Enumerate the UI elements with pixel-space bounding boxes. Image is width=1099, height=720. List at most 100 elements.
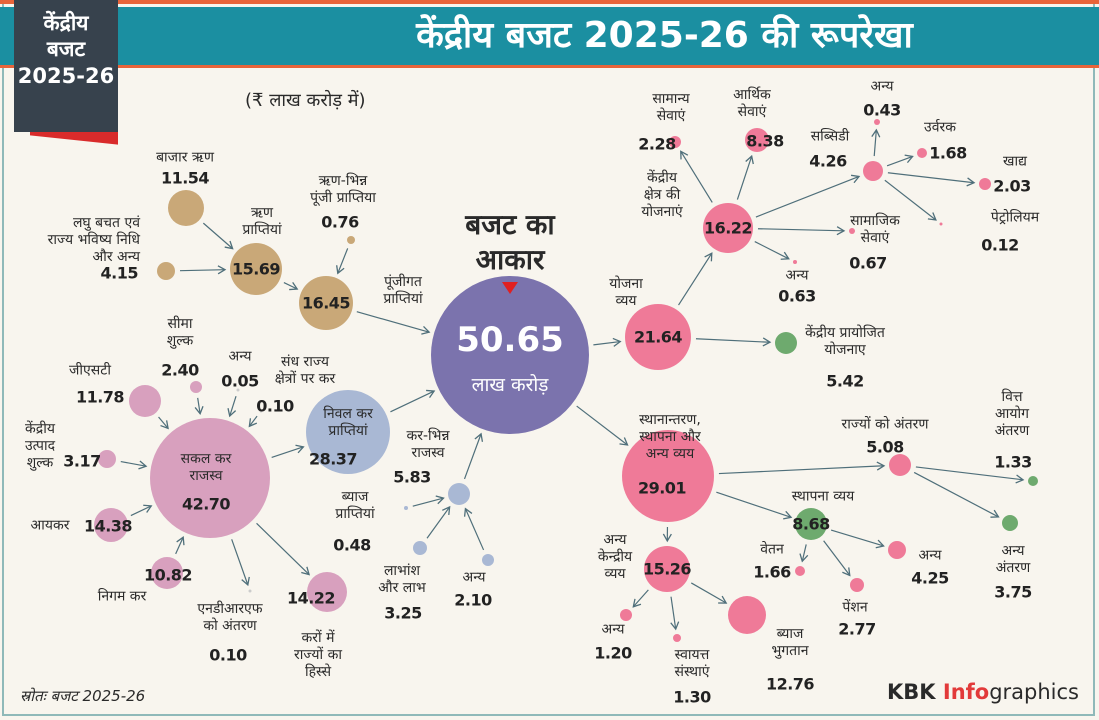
brand-part: Info xyxy=(942,680,990,704)
label-income: आयकर xyxy=(30,517,70,534)
value-salary: 1.66 xyxy=(753,562,791,582)
value-oth425: 4.25 xyxy=(911,568,949,588)
value-transfer: 29.01 xyxy=(637,478,687,498)
label-savings: लघु बचत एवं राज्य भविष्य निधि और अन्य xyxy=(47,214,140,265)
value-oth210: 2.10 xyxy=(454,590,492,610)
value-interest: 12.76 xyxy=(765,674,815,694)
label-fc: वित्त आयोग अंतरण xyxy=(994,388,1030,439)
bubble-auto xyxy=(673,634,681,642)
label-gross: सकल कर राजस्व xyxy=(180,451,232,484)
arrow-intrec-to-nontax xyxy=(412,495,445,507)
arrow-gross-to-share xyxy=(256,522,311,576)
label-oth063: अन्य xyxy=(785,267,809,284)
label-ndrf: एनडीआरएफ को अंतरण xyxy=(197,601,263,634)
arrow-subsidy-to-oth043 xyxy=(871,128,881,157)
bubble-market xyxy=(168,190,204,226)
arrow-divid-to-nontax xyxy=(426,505,451,539)
arrow-noncap-to-capital xyxy=(336,248,349,275)
arrow-central-to-oth063 xyxy=(754,241,790,260)
bubble-excise xyxy=(98,450,116,468)
bubble-divid xyxy=(413,541,427,555)
value-food: 2.03 xyxy=(993,176,1031,196)
bubble-social xyxy=(849,228,855,234)
label-gen: सामान्य सेवाएं xyxy=(652,91,690,124)
bubble-petrol xyxy=(939,222,943,226)
arrow-othcent-to-auto xyxy=(670,596,680,631)
arrow-net-to-budget xyxy=(390,389,436,413)
arrow-plan-to-css xyxy=(695,337,772,347)
budget-badge: केंद्रीय बजट 2025-26 xyxy=(14,0,118,132)
bubble-plan xyxy=(625,304,691,370)
arrow-central-to-econ xyxy=(736,154,754,200)
label-petrol: पेट्रोलियम xyxy=(990,209,1040,226)
arrow-market-to-debt xyxy=(202,222,234,250)
bubble-net xyxy=(306,390,390,474)
value-estab: 8.68 xyxy=(792,514,830,534)
unit-label: (₹ लाख करोड़ में) xyxy=(245,90,366,111)
value-central: 16.22 xyxy=(703,218,753,238)
bubble-share xyxy=(307,572,347,612)
source-note: स्रोतः बजट 2025-26 xyxy=(20,687,146,705)
label-pension: पेंशन xyxy=(842,599,868,616)
value-gst: 11.78 xyxy=(75,387,125,407)
bubble-ut xyxy=(259,409,263,413)
value-othtr: 3.75 xyxy=(994,582,1032,602)
label-css: केंद्रीय प्रायोजित योजनाए xyxy=(805,325,885,358)
arrow-gross-to-ndrf xyxy=(231,539,250,587)
value-fc: 1.33 xyxy=(994,452,1032,472)
bubble-oth043 xyxy=(874,119,880,125)
arrow-estab-to-pension xyxy=(823,540,851,577)
value-css: 5.42 xyxy=(826,371,864,391)
bubble-css xyxy=(775,332,797,354)
label-debt: ऋण प्राप्तियां xyxy=(242,205,282,238)
arrow-transfer-to-states xyxy=(718,461,886,475)
arrow-subsidy-to-fert xyxy=(886,154,914,167)
label-auto: स्वायत्त संस्थाएं xyxy=(674,647,710,680)
arrow-ut-to-gross xyxy=(248,415,258,428)
label-market: बाजार ऋण xyxy=(156,149,214,166)
value-gen: 2.28 xyxy=(638,134,676,154)
value-oth043: 0.43 xyxy=(863,100,901,120)
arrow-states-to-othtr xyxy=(913,471,1000,518)
arrow-debt-to-capital xyxy=(283,281,299,291)
label-nontax: कर-भिन्न राजस्व xyxy=(406,428,450,461)
bubble-intrec xyxy=(404,506,408,510)
red-triangle-marker xyxy=(502,282,518,294)
arrow-othcent-to-interest xyxy=(690,582,728,604)
bubble-ndrf xyxy=(248,589,252,593)
value-excise: 3.17 xyxy=(63,451,101,471)
bubble-oth425 xyxy=(888,541,906,559)
value-nontax: 5.83 xyxy=(393,467,431,487)
value-noncap: 0.76 xyxy=(321,212,359,232)
bubble-states xyxy=(889,454,911,476)
arrow-excise-to-gross xyxy=(120,460,148,470)
label-capital: पूंजीगत प्राप्तियां xyxy=(383,274,423,307)
label-transfer: स्थानान्तरण, स्थापना और अन्य व्यय xyxy=(639,411,701,462)
value-ut: 0.10 xyxy=(256,396,294,416)
value-market: 11.54 xyxy=(160,168,210,188)
arrow-budget-to-plan xyxy=(593,337,622,347)
value-corp: 10.82 xyxy=(143,565,193,585)
label-social: सामाजिक सेवाएं xyxy=(850,213,900,246)
bubble-capital xyxy=(299,276,353,330)
bubble-fert xyxy=(917,148,927,158)
label-oth210: अन्य xyxy=(462,569,486,586)
value-subsidy: 4.26 xyxy=(809,151,847,171)
budget-size-value: 50.65 xyxy=(456,320,564,360)
label-estab: स्थापना व्यय xyxy=(791,488,855,505)
arrow-gst-to-gross xyxy=(158,416,169,430)
value-othcent: 15.26 xyxy=(642,559,692,579)
value-states: 5.08 xyxy=(866,437,904,457)
bubble-othcent xyxy=(644,546,690,592)
value-pension: 2.77 xyxy=(838,619,876,639)
arrow-customs-to-gross xyxy=(194,397,204,416)
bubble-othtr xyxy=(1002,515,1018,531)
label-gst: जीएसटी xyxy=(69,362,111,379)
bubble-food xyxy=(979,178,991,190)
value-petrol: 0.12 xyxy=(981,235,1019,255)
label-salary: वेतन xyxy=(760,541,784,558)
header-band: केंद्रीय बजट 2025-26 की रूपरेखा xyxy=(0,7,1099,68)
arrow-subsidy-to-petrol xyxy=(884,179,937,221)
arrow-nontax-to-budget xyxy=(463,432,484,480)
